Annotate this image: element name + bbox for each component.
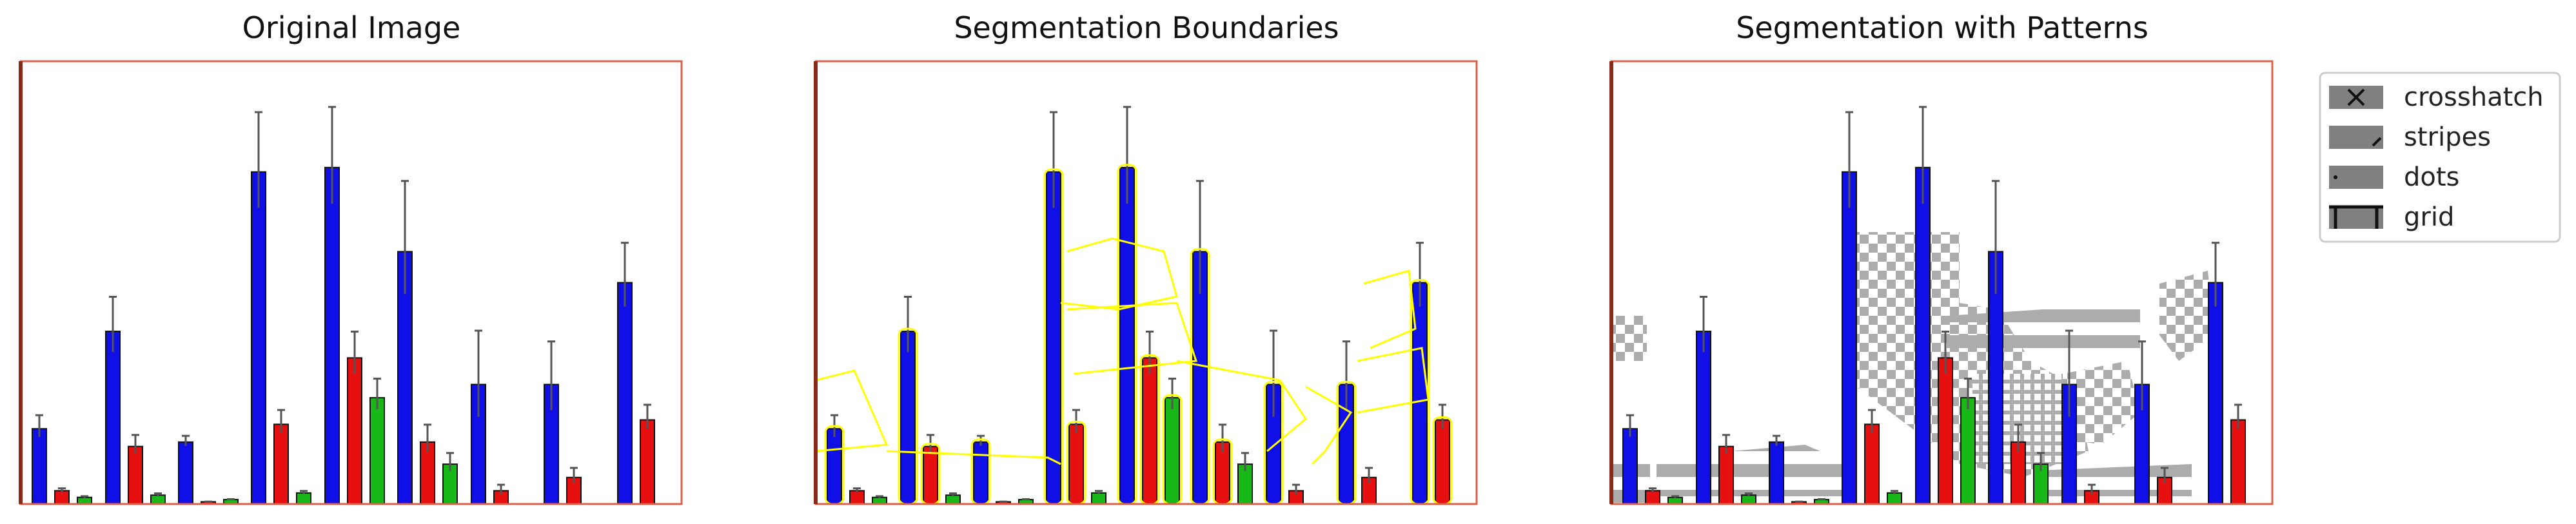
bar-blue-1 bbox=[1696, 331, 1711, 505]
boundary-region-5 bbox=[1305, 385, 1353, 465]
boundary-region-1 bbox=[886, 450, 1061, 465]
bar-red-4 bbox=[1938, 357, 1953, 505]
panel-boundaries bbox=[814, 60, 1478, 505]
grid-icon-mark bbox=[2329, 205, 2383, 229]
legend-label-grid: grid bbox=[2404, 202, 2454, 232]
boundary-region-3 bbox=[1067, 302, 1198, 375]
bar-green-3 bbox=[1091, 492, 1106, 505]
bar-red-4 bbox=[347, 357, 362, 505]
bar-blue-2 bbox=[973, 441, 988, 505]
legend-item-stripes: stripes bbox=[2329, 122, 2491, 152]
bar-blue-1 bbox=[105, 331, 121, 505]
dots-icon bbox=[2329, 166, 2383, 189]
bar-green-4 bbox=[1165, 397, 1180, 505]
bars-original bbox=[32, 106, 655, 505]
bar-red-1 bbox=[923, 445, 938, 505]
boundary-region-6 bbox=[1363, 269, 1417, 349]
bar-green-3 bbox=[1887, 492, 1902, 505]
bar-blue-4 bbox=[1915, 166, 1931, 505]
bar-green-0 bbox=[77, 496, 92, 505]
bar-green-4 bbox=[1960, 397, 1976, 505]
bar-red-4 bbox=[1142, 357, 1157, 505]
legend: crosshatch stripes dots grid bbox=[2319, 72, 2561, 243]
bar-blue-3 bbox=[251, 171, 266, 505]
bar-green-3 bbox=[296, 492, 311, 505]
panel-original bbox=[19, 60, 683, 505]
bar-red-0 bbox=[54, 490, 70, 505]
bar-blue-4 bbox=[324, 166, 340, 505]
legend-item-crosshatch: crosshatch bbox=[2329, 82, 2544, 112]
legend-item-dots: dots bbox=[2329, 162, 2459, 192]
bars-boundaries bbox=[827, 106, 1450, 505]
bar-red-0 bbox=[849, 490, 865, 505]
bar-blue-3 bbox=[1842, 171, 1857, 505]
bar-blue-8 bbox=[2208, 282, 2223, 505]
bar-blue-0 bbox=[827, 428, 842, 505]
grid-icon bbox=[2329, 206, 2383, 229]
bar-red-3 bbox=[273, 423, 289, 505]
stripes-icon-mark bbox=[2372, 137, 2382, 147]
pattern-overlay bbox=[1611, 232, 2214, 503]
boundary-region-7 bbox=[1357, 347, 1430, 414]
bar-green-0 bbox=[872, 496, 887, 505]
bar-red-8 bbox=[2230, 419, 2246, 505]
bar-green-0 bbox=[1667, 496, 1683, 505]
bar-blue-0 bbox=[32, 428, 47, 505]
boundary-region-2 bbox=[1060, 237, 1178, 311]
bar-blue-4 bbox=[1119, 166, 1135, 505]
panel-title-original: Original Image bbox=[242, 10, 461, 45]
bar-blue-8 bbox=[1412, 282, 1428, 505]
bar-red-1 bbox=[1718, 445, 1734, 505]
pattern-region-6 bbox=[2063, 361, 2140, 445]
bar-green-1 bbox=[150, 494, 166, 505]
panel-title-boundaries: Segmentation Boundaries bbox=[954, 10, 1339, 45]
bar-blue-2 bbox=[178, 441, 193, 505]
pattern-region-8 bbox=[2159, 271, 2214, 361]
bar-red-3 bbox=[1864, 423, 1880, 505]
bar-red-0 bbox=[1645, 490, 1660, 505]
bar-green-4 bbox=[369, 397, 385, 505]
bar-blue-8 bbox=[617, 282, 633, 505]
legend-label-dots: dots bbox=[2404, 162, 2459, 192]
legend-frame bbox=[2319, 72, 2561, 243]
bar-blue-1 bbox=[900, 331, 916, 505]
bars-patterns bbox=[1622, 106, 2246, 505]
bar-green-1 bbox=[1741, 494, 1756, 505]
bar-blue-3 bbox=[1046, 171, 1061, 505]
legend-label-stripes: stripes bbox=[2404, 122, 2491, 152]
bar-blue-2 bbox=[1769, 441, 1784, 505]
panel-title-patterns: Segmentation with Patterns bbox=[1736, 10, 2148, 45]
bar-green-1 bbox=[945, 494, 961, 505]
bar-red-8 bbox=[640, 419, 655, 505]
bar-blue-0 bbox=[1622, 428, 1638, 505]
bar-red-8 bbox=[1435, 419, 1450, 505]
legend-label-crosshatch: crosshatch bbox=[2404, 82, 2544, 112]
boundary-region-4 bbox=[1176, 360, 1307, 452]
panel-patterns bbox=[1609, 60, 2274, 505]
crosshatch-icon-mark bbox=[2347, 88, 2365, 106]
bar-red-3 bbox=[1068, 423, 1084, 505]
legend-item-grid: grid bbox=[2329, 202, 2454, 232]
stripes-icon bbox=[2329, 126, 2383, 149]
bar-red-1 bbox=[128, 445, 143, 505]
dots-icon-mark bbox=[2334, 175, 2337, 179]
boundary-region-0 bbox=[815, 369, 889, 452]
pattern-region-0 bbox=[1611, 316, 1647, 361]
